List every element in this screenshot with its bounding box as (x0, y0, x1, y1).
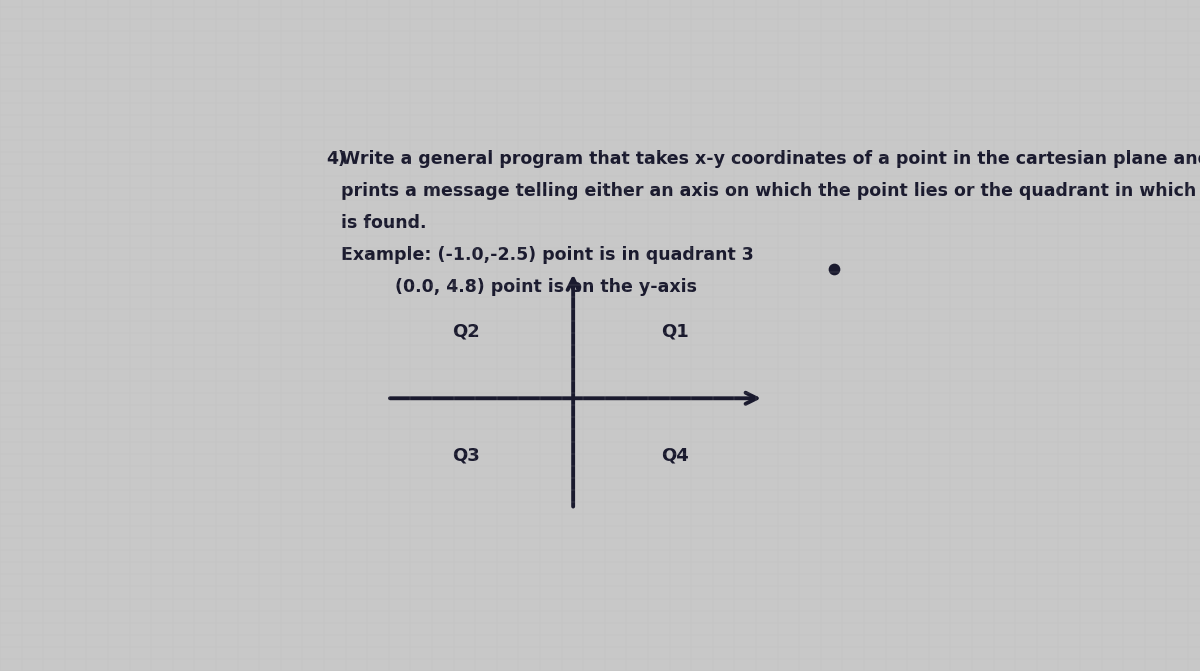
Text: Q1: Q1 (661, 322, 689, 340)
Text: Q2: Q2 (452, 322, 480, 340)
Text: Q3: Q3 (452, 446, 480, 464)
Point (824, 264, 844, 274)
Text: (0.0, 4.8) point is on the y-axis: (0.0, 4.8) point is on the y-axis (341, 278, 697, 297)
Text: prints a message telling either an axis on which the point lies or the quadrant : prints a message telling either an axis … (341, 183, 1200, 201)
Text: Write a general program that takes x-y coordinates of a point in the cartesian p: Write a general program that takes x-y c… (341, 150, 1200, 168)
Text: is found.: is found. (341, 214, 426, 232)
Text: Q4: Q4 (661, 446, 689, 464)
Text: Example: (-1.0,-2.5) point is in quadrant 3: Example: (-1.0,-2.5) point is in quadran… (341, 246, 754, 264)
Text: 4): 4) (326, 150, 347, 168)
